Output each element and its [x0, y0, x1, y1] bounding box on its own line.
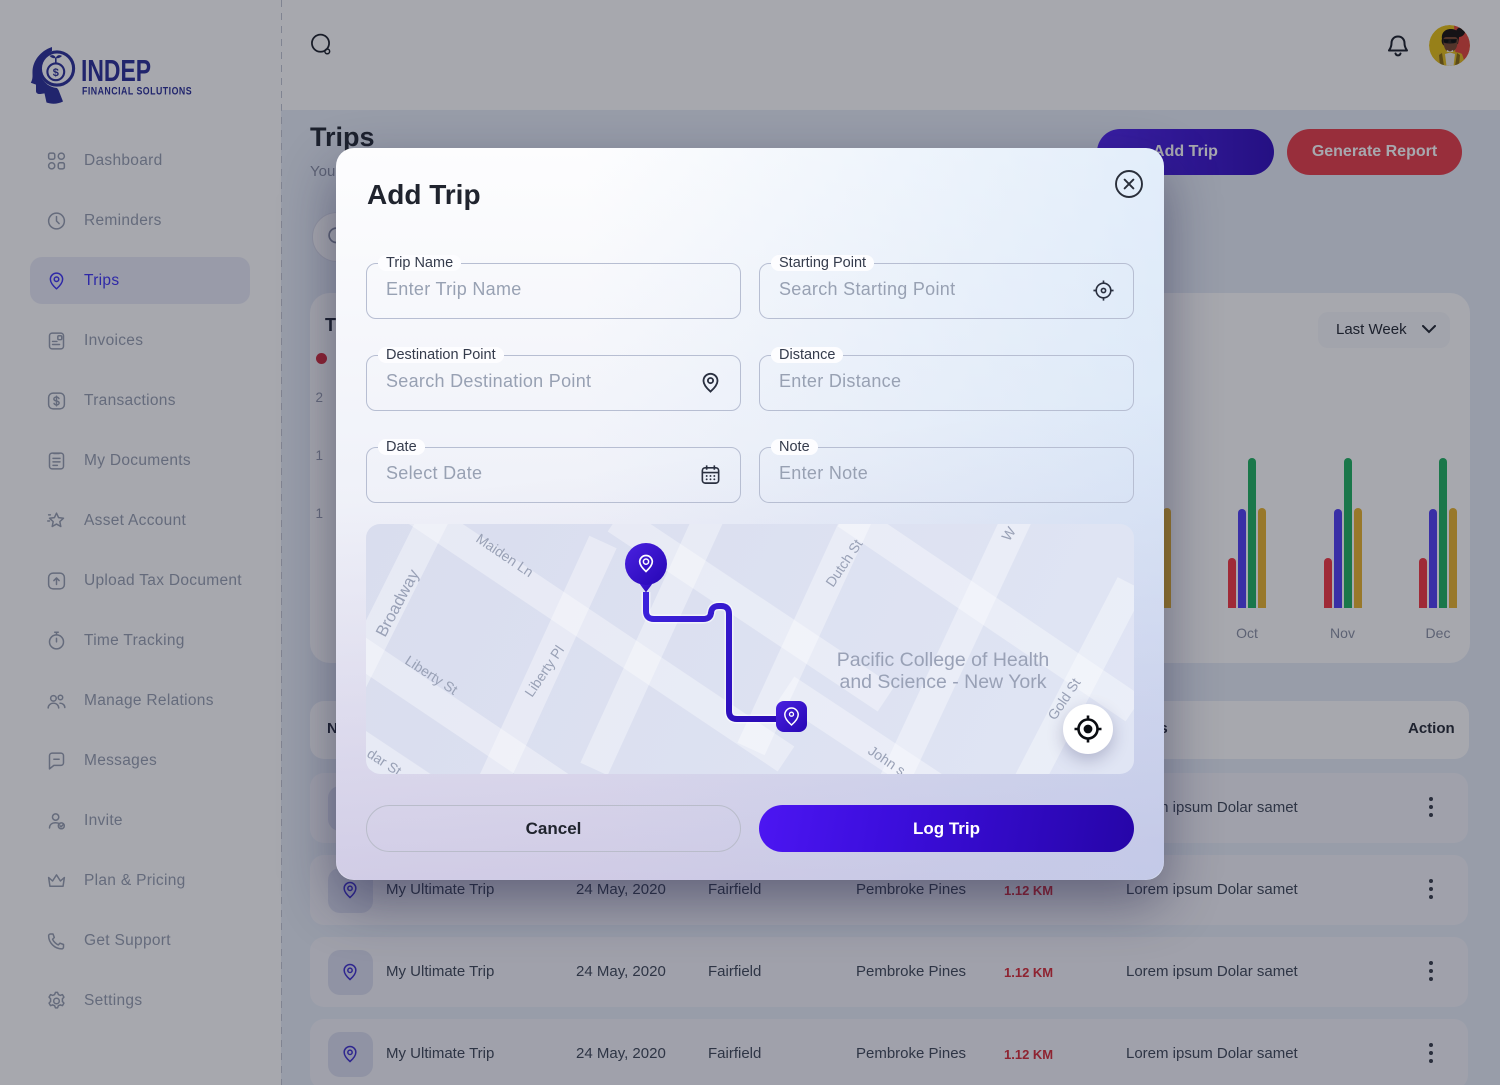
- svg-text:$: $: [53, 67, 59, 79]
- svg-text:INDEP: INDEP: [81, 53, 151, 88]
- svg-text:Pacific College of Health: Pacific College of Health: [837, 649, 1049, 671]
- svg-text:FINANCIAL SOLUTIONS: FINANCIAL SOLUTIONS: [82, 86, 192, 98]
- svg-text:and Science - New York: and Science - New York: [839, 671, 1046, 693]
